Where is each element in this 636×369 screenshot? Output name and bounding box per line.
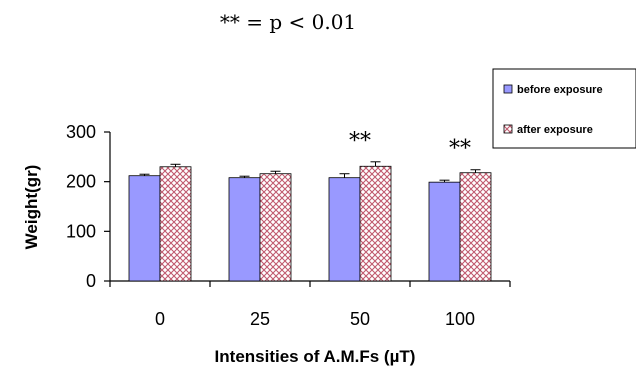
bar-after-exposure-100 <box>459 172 492 282</box>
error-bars <box>139 161 481 183</box>
legend-box <box>492 68 636 149</box>
x-tick-label: 50 <box>350 309 370 329</box>
bar-before-exposure-0 <box>128 175 161 282</box>
y-tick-label: 300 <box>66 122 96 142</box>
y-axis-label: Weight(gr) <box>22 165 41 250</box>
significance-markers: ** ** <box>349 129 471 162</box>
bar-after-exposure-50 <box>359 165 392 282</box>
significance-marker: ** <box>449 137 471 162</box>
bar-after-exposure-0 <box>159 166 192 282</box>
x-ticks: 0 25 50 100 <box>109 281 511 329</box>
x-tick-label: 100 <box>445 309 475 329</box>
x-axis-label: Intensities of A.M.Fs (µT) <box>215 347 416 366</box>
significance-note: ** = p < 0.01 <box>220 10 356 34</box>
legend-swatch-after-exposure <box>503 124 513 134</box>
bar-before-exposure-25 <box>228 177 261 282</box>
bar-before-exposure-50 <box>328 177 361 282</box>
x-tick-label: 25 <box>250 309 270 329</box>
y-tick-label: 100 <box>66 221 96 241</box>
bars <box>128 165 492 282</box>
legend: before exposure after exposure <box>492 68 636 149</box>
y-tick-label: 0 <box>86 271 96 291</box>
y-ticks: 0 100 200 300 <box>66 122 110 291</box>
bar-after-exposure-25 <box>259 173 292 282</box>
bar-before-exposure-100 <box>428 181 461 282</box>
significance-marker: ** <box>349 129 371 154</box>
legend-swatch-before-exposure <box>503 84 513 94</box>
legend-label: before exposure <box>517 84 603 96</box>
legend-label: after exposure <box>517 124 593 136</box>
x-tick-label: 0 <box>155 309 165 329</box>
y-tick-label: 200 <box>66 172 96 192</box>
